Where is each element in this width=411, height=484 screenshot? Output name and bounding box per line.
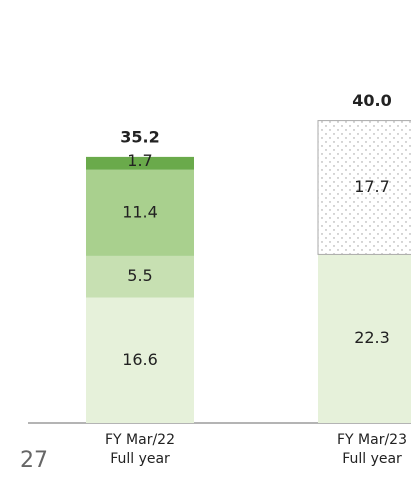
- bar-segment: [86, 255, 194, 298]
- page-number: 27: [20, 448, 48, 473]
- data-label: 11.4: [122, 202, 158, 221]
- data-label: 1.7: [127, 151, 152, 170]
- data-label: 22.3: [354, 328, 390, 347]
- bar-segment: [86, 169, 194, 256]
- data-label: 5.5: [127, 266, 152, 285]
- x-tick-label: FY Mar/23 Full year: [337, 432, 407, 467]
- x-tick-label: FY Mar/22 Full year: [105, 432, 175, 467]
- data-label: 17.7: [354, 177, 390, 196]
- bar-segment: [86, 297, 194, 423]
- data-label: 16.6: [122, 350, 158, 369]
- bar-segment: [86, 156, 194, 170]
- bar-segment: [317, 120, 411, 255]
- bar-segment: [318, 254, 411, 423]
- total-label: 40.0: [352, 91, 391, 110]
- total-label: 35.2: [120, 127, 159, 146]
